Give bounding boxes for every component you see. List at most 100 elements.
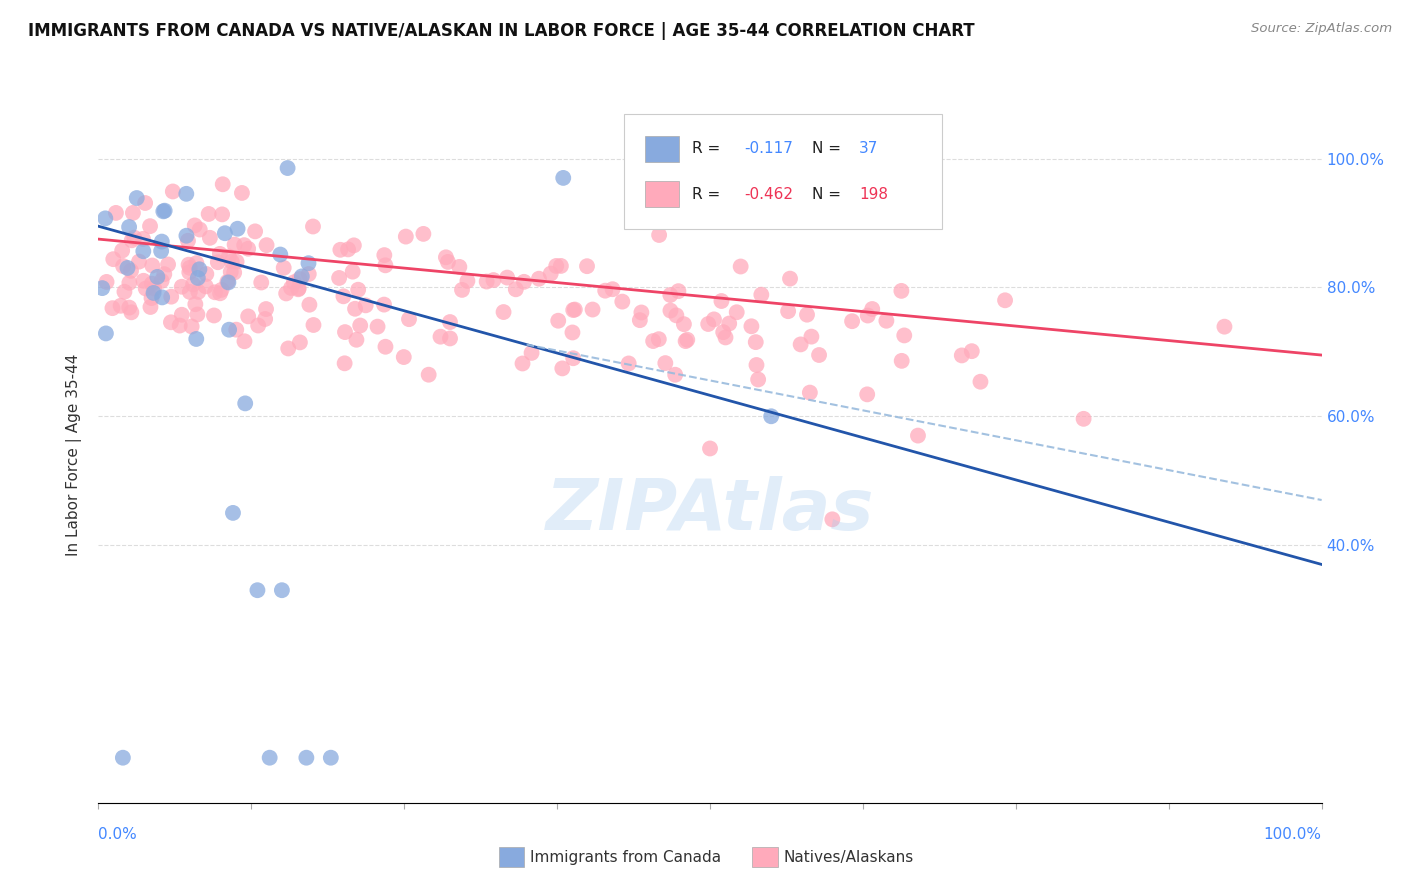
Point [856,309,879,323]
Point [94,326,117,341]
Point [302,318,325,332]
Point [437,255,460,269]
Point [211,283,233,297]
Point [373,248,395,262]
Point [890,354,912,368]
Point [302,219,325,234]
Point [562,351,585,366]
Point [540,267,562,281]
Text: Immigrants from Canada: Immigrants from Canada [530,850,721,864]
Text: ZIPAtlas: ZIPAtlas [546,476,875,545]
Point [668,284,690,298]
Point [104,206,127,220]
Point [187,285,209,299]
Text: -0.117: -0.117 [744,141,793,156]
Point [188,262,211,277]
Point [343,238,366,252]
Point [527,271,550,285]
Point [153,203,176,218]
Point [612,294,634,309]
Point [332,289,354,303]
Point [246,583,269,598]
Point [344,301,367,316]
Point [250,276,273,290]
Point [654,356,676,370]
Point [134,196,156,211]
Point [139,219,162,234]
Point [181,277,204,292]
Point [291,269,314,284]
Point [120,264,142,278]
Point [224,237,246,252]
Point [211,178,233,192]
Point [617,356,640,370]
Point [800,329,823,343]
Point [226,221,249,235]
Point [94,211,117,226]
Point [110,299,132,313]
Point [202,309,225,323]
FancyBboxPatch shape [645,136,679,162]
Point [91,281,114,295]
Point [254,301,277,316]
Point [259,750,281,764]
Point [180,319,202,334]
Point [179,285,201,299]
Point [231,186,253,200]
Point [217,275,239,289]
Point [111,750,134,764]
Point [273,260,295,275]
Point [132,232,155,246]
Point [745,358,768,372]
Point [860,301,883,316]
Point [179,260,201,275]
Point [451,283,474,297]
Point [114,285,136,299]
Point [520,346,543,360]
Point [665,309,688,323]
Point [183,219,205,233]
Point [142,285,165,300]
Point [132,274,155,288]
Point [146,269,169,284]
Point [187,271,209,285]
Point [150,244,173,258]
Point [648,227,671,242]
Text: Natives/Alaskans: Natives/Alaskans [783,850,914,864]
Point [288,272,311,286]
Point [111,244,134,258]
Point [150,235,173,249]
Point [392,350,415,364]
Point [475,275,498,289]
Point [184,297,207,311]
Point [225,254,247,268]
Point [128,254,150,268]
Point [907,428,929,442]
Point [277,342,299,356]
Y-axis label: In Labor Force | Age 35-44: In Labor Force | Age 35-44 [66,354,83,556]
Point [170,279,193,293]
Point [875,314,897,328]
Point [295,750,318,764]
Point [254,312,277,326]
Point [209,286,232,301]
Point [243,224,266,238]
Point [177,234,200,248]
Point [342,265,364,279]
Point [224,266,246,280]
Point [725,305,748,319]
Point [170,308,193,322]
Point [969,375,991,389]
Point [367,319,389,334]
Point [779,271,801,285]
Point [602,282,624,296]
Point [659,303,682,318]
Text: 100.0%: 100.0% [1264,827,1322,841]
Point [101,301,124,315]
Point [718,317,741,331]
Point [247,318,270,333]
Point [125,191,148,205]
Point [176,228,198,243]
Point [710,293,733,308]
Point [118,219,141,234]
